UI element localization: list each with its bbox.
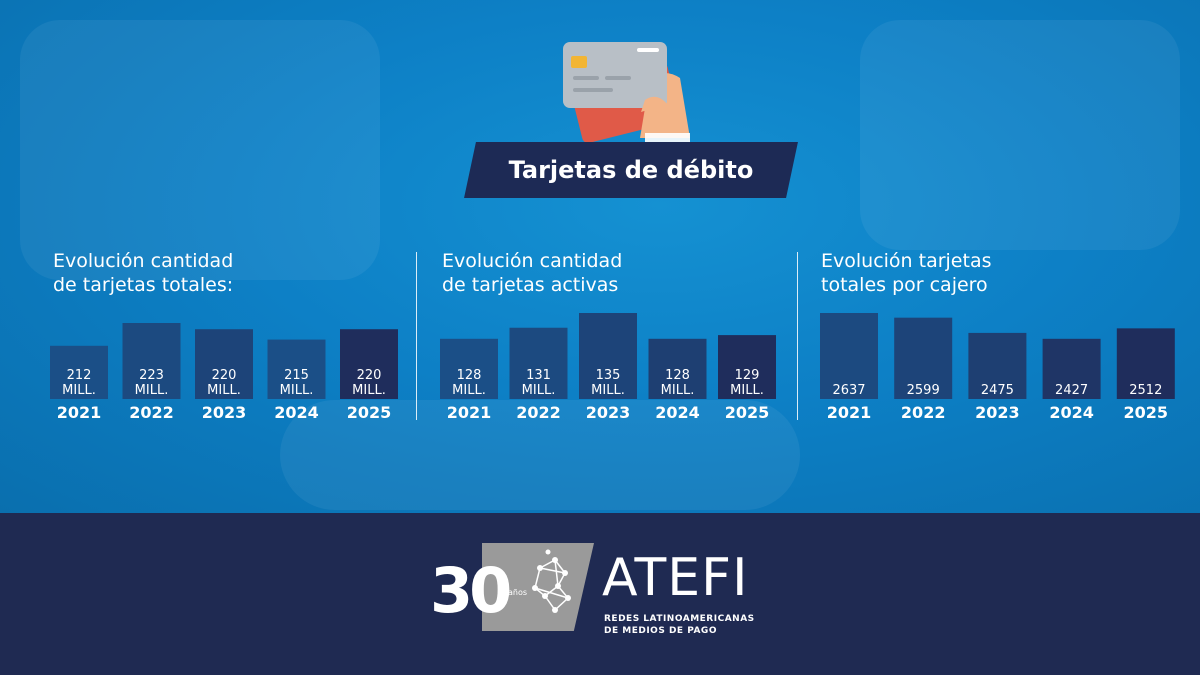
chart-3-bar-2021	[820, 313, 878, 399]
chart-2-value-label: MILL.	[591, 383, 625, 398]
background-shape	[280, 400, 800, 510]
logo-anniversary-number: 30	[430, 554, 512, 627]
panel-divider	[416, 252, 417, 420]
chart-3-category-label: 2022	[901, 403, 946, 422]
chart-3-value-label: 2427	[1055, 383, 1088, 398]
chart-1-value-label: MILL.	[135, 383, 169, 398]
chart-1-bar-2025	[340, 329, 398, 399]
chart-1-category-label: 2022	[129, 403, 174, 422]
chart-1-value-label: 220	[212, 368, 237, 383]
chart-2-bar-2023	[579, 313, 637, 399]
chart-2-category-label: 2022	[516, 403, 561, 422]
chart-2-bar-2021	[440, 338, 498, 399]
chart-3-bar-2025	[1116, 328, 1175, 399]
chart-3-category-label: 2023	[975, 403, 1020, 422]
chart-2-value-label: MILL.	[522, 383, 556, 398]
logo-anniversary-label: años	[508, 588, 528, 597]
chart-3-value-label: 2599	[907, 383, 940, 398]
chart-2-value-label: 135	[596, 368, 621, 383]
background-shape	[20, 20, 380, 280]
chart-3-value-label: 2475	[981, 383, 1014, 398]
chart-1-bar-2023	[195, 329, 253, 399]
chart-2-value-label: MILL.	[730, 383, 764, 398]
chart-2-value-label: 128	[457, 368, 482, 383]
chart-1-bar-2021	[50, 345, 108, 399]
chart-3-value-label: 2637	[832, 383, 865, 398]
bar-charts: 212MILL.2021223MILL.2022220MILL.2023215M…	[50, 313, 1175, 422]
chart-2-value-label: 128	[665, 368, 690, 383]
chart-1-title-line-1: Evolución cantidad	[53, 250, 234, 272]
chart-2-category-label: 2023	[586, 403, 631, 422]
chart-3-bar-2022	[894, 317, 953, 399]
network-map-icon	[532, 549, 571, 613]
chart-1-value-label: MILL.	[352, 383, 386, 398]
chart-1-category-label: 2021	[57, 403, 102, 422]
chart-1-category-label: 2024	[274, 403, 319, 422]
chart-3-title-line-1: Evolución tarjetas	[821, 250, 992, 272]
logo-subtitle-line-1: REDES LATINOAMERICANAS	[604, 614, 755, 624]
logo-badge	[482, 543, 594, 631]
chart-3-category-label: 2025	[1124, 403, 1169, 422]
background-shape	[860, 20, 1180, 250]
chart-1-category-label: 2025	[347, 403, 392, 422]
chart-3-title: Evolución tarjetas totales por cajero	[821, 249, 992, 297]
chart-2-title-line-2: de tarjetas activas	[442, 274, 619, 296]
chart-2-title-line-1: Evolución cantidad	[442, 250, 623, 272]
footer	[0, 513, 1200, 675]
chart-3-value-label: 2512	[1129, 383, 1162, 398]
chart-2-bar-2022	[509, 327, 568, 399]
chart-2-title: Evolución cantidad de tarjetas activas	[442, 249, 622, 297]
credit-card-hand-icon	[563, 42, 690, 145]
chart-1-value-label: MILL.	[207, 383, 241, 398]
chart-3-title-line-2: totales por cajero	[821, 274, 988, 296]
logo-subtitle-line-2: DE MEDIOS DE PAGO	[604, 626, 717, 636]
chart-1-value-label: 215	[284, 368, 309, 383]
chart-1-value-label: MILL.	[62, 383, 96, 398]
chart-2-value-label: 131	[526, 368, 551, 383]
chart-2-category-label: 2024	[655, 403, 700, 422]
chart-2-category-label: 2025	[725, 403, 770, 422]
chart-1-title: Evolución cantidad de tarjetas totales:	[53, 249, 233, 297]
chart-1-value-label: 212	[67, 368, 92, 383]
panel-divider	[797, 252, 798, 420]
chart-1-category-label: 2023	[202, 403, 247, 422]
chart-2-bar-2025	[718, 335, 776, 399]
logo-name: ATEFI	[602, 548, 749, 608]
chart-2-value-label: 129	[735, 368, 760, 383]
chart-1-value-label: MILL.	[280, 383, 314, 398]
page-title: Tarjetas de débito	[508, 156, 754, 184]
chart-1-bar-2024	[267, 339, 326, 399]
chart-3-bar-2023	[968, 332, 1027, 399]
chart-2-value-label: MILL.	[452, 383, 486, 398]
chart-2-value-label: MILL.	[661, 383, 695, 398]
chart-1-title-line-2: de tarjetas totales:	[53, 274, 234, 296]
chart-1-value-label: 223	[139, 368, 164, 383]
chart-2-bar-2024	[648, 338, 707, 399]
chart-1-value-label: 220	[357, 368, 382, 383]
chart-3-category-label: 2024	[1049, 403, 1094, 422]
chart-3-bar-2024	[1042, 338, 1101, 399]
chart-2-category-label: 2021	[447, 403, 492, 422]
chart-3-category-label: 2021	[827, 403, 872, 422]
chart-1-bar-2022	[122, 323, 181, 399]
